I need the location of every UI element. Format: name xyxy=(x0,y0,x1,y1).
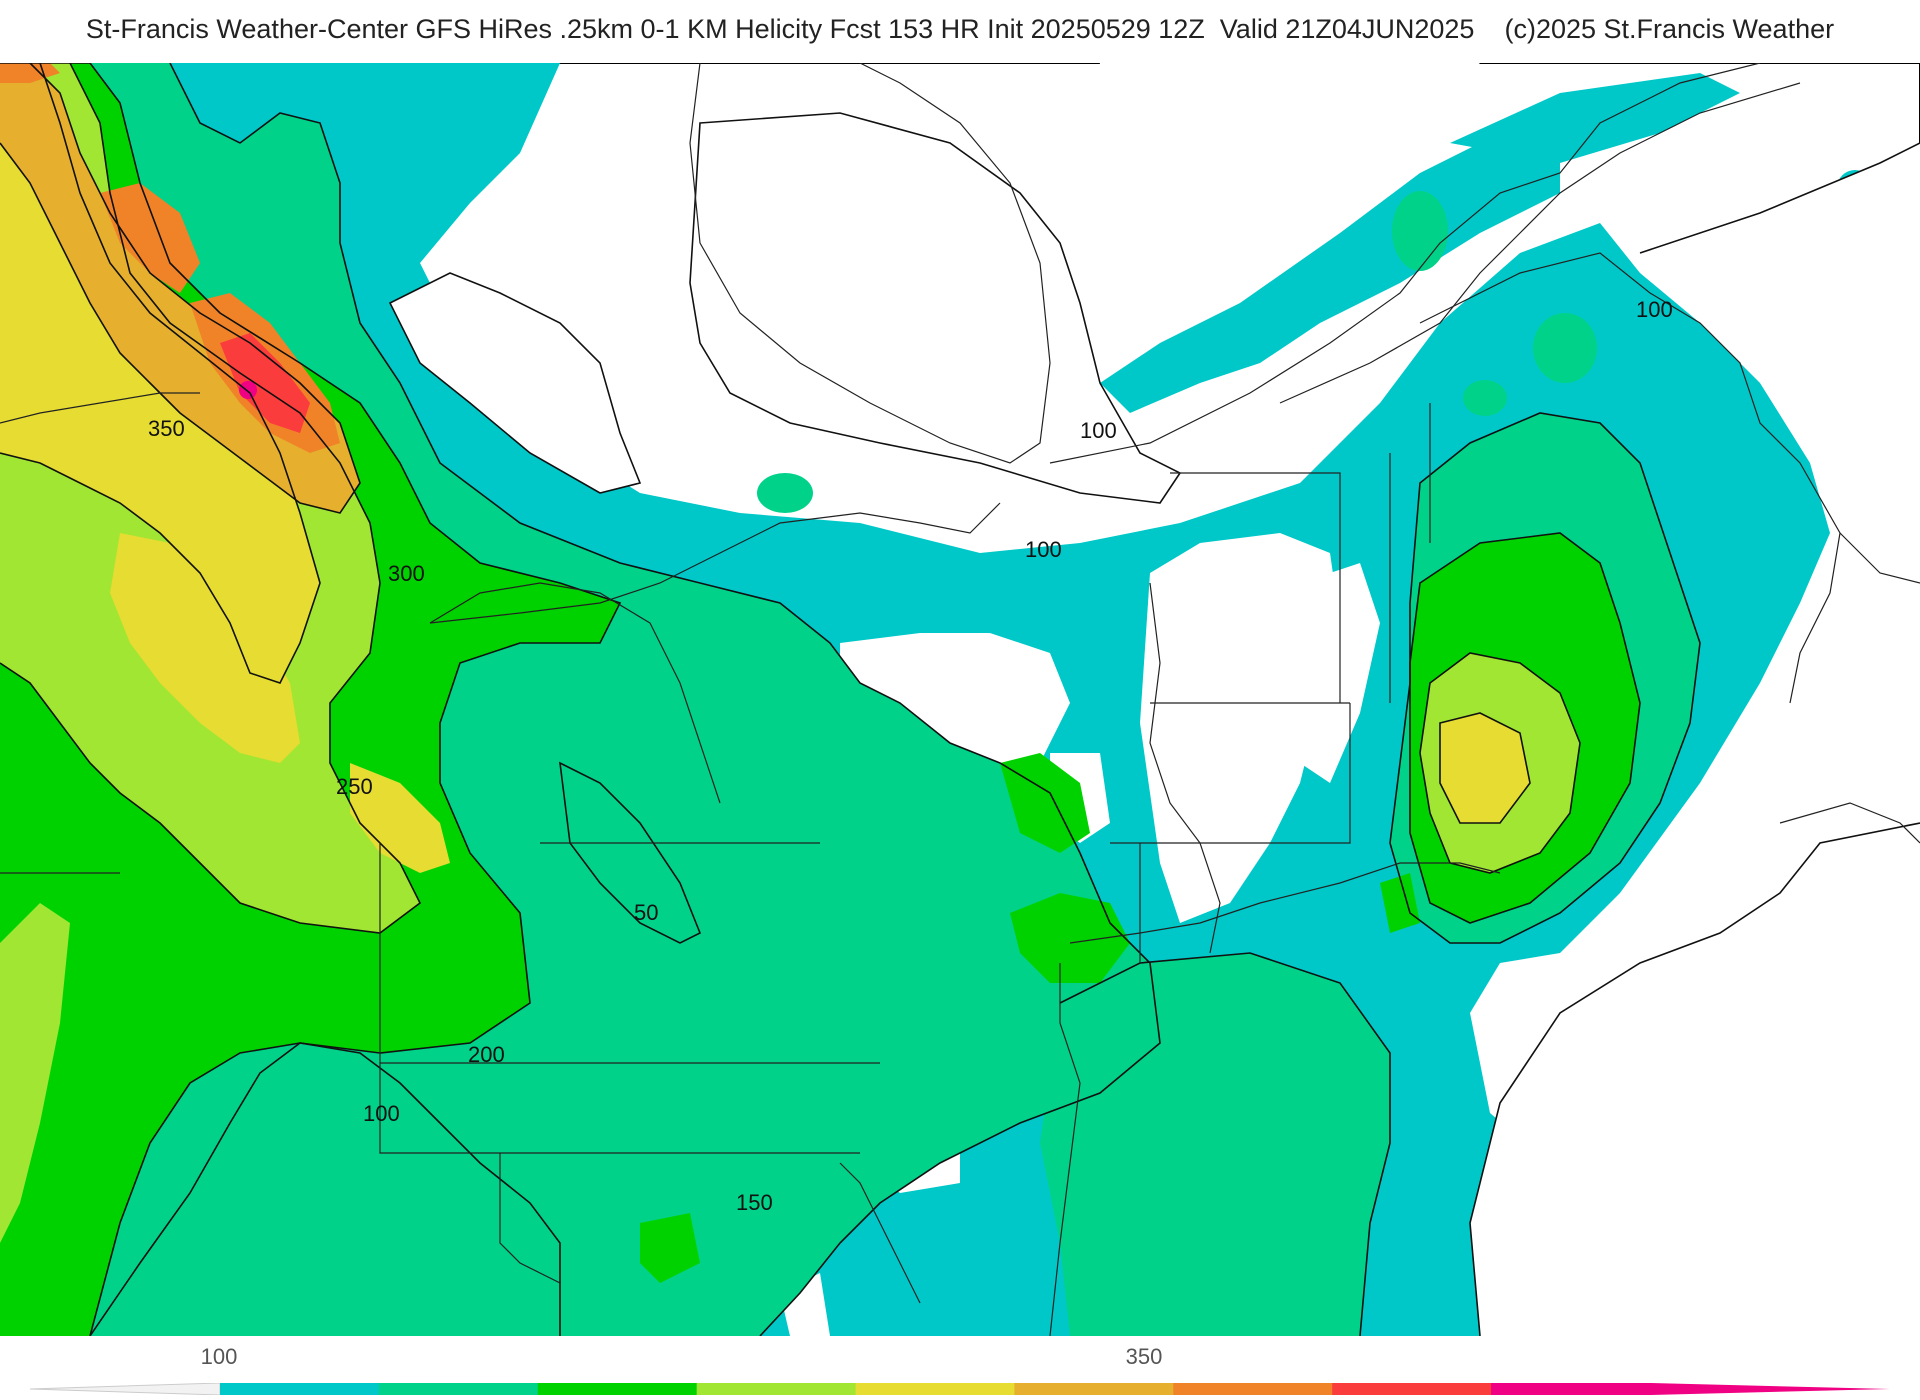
contour-label-100-north: 100 xyxy=(1080,418,1117,443)
contour-label-150: 150 xyxy=(736,1190,773,1215)
helicity-map: 350 300 250 200 150 100 50 100 100 100 xyxy=(0,63,1920,1336)
colorbar-tick-100: 100 xyxy=(200,1344,238,1369)
chart-title: St-Francis Weather-Center GFS HiRes .25k… xyxy=(85,14,1835,44)
helicity-450-500-fill xyxy=(220,333,310,433)
colorbar-left-arrow xyxy=(30,1383,221,1395)
colorbar-swatch xyxy=(1014,1383,1174,1395)
contour-labels: 350 300 250 200 150 100 50 100 100 100 xyxy=(148,297,1673,1215)
colorbar-tick-350: 350 xyxy=(1125,1344,1163,1369)
colorbar-swatches xyxy=(220,1383,1651,1395)
colorbar-swatch xyxy=(855,1383,1015,1395)
colorbar-swatch xyxy=(378,1383,539,1395)
helicity-500plus-fill xyxy=(239,381,257,399)
colorbar-swatch xyxy=(1332,1383,1492,1395)
contour-label-250: 250 xyxy=(336,774,373,799)
contour-label-50: 50 xyxy=(634,900,658,925)
contour-label-350: 350 xyxy=(148,416,185,441)
colorbar-swatch xyxy=(537,1383,698,1395)
colorbar-right-arrow xyxy=(1650,1383,1890,1395)
colorbar-swatch xyxy=(1173,1383,1333,1395)
geographic-borders xyxy=(0,63,1920,1336)
contour-label-300: 300 xyxy=(388,561,425,586)
colorbar-swatch xyxy=(1491,1383,1651,1395)
contour-label-100-northeast: 100 xyxy=(1636,297,1673,322)
colorbar-swatch xyxy=(220,1383,380,1395)
contour-lines xyxy=(0,63,1920,1336)
contour-label-100-central: 100 xyxy=(1025,537,1062,562)
colorbar-swatch xyxy=(696,1383,857,1395)
contour-label-100-west: 100 xyxy=(363,1101,400,1126)
colorbar xyxy=(30,1383,1890,1395)
contour-label-200: 200 xyxy=(468,1042,505,1067)
